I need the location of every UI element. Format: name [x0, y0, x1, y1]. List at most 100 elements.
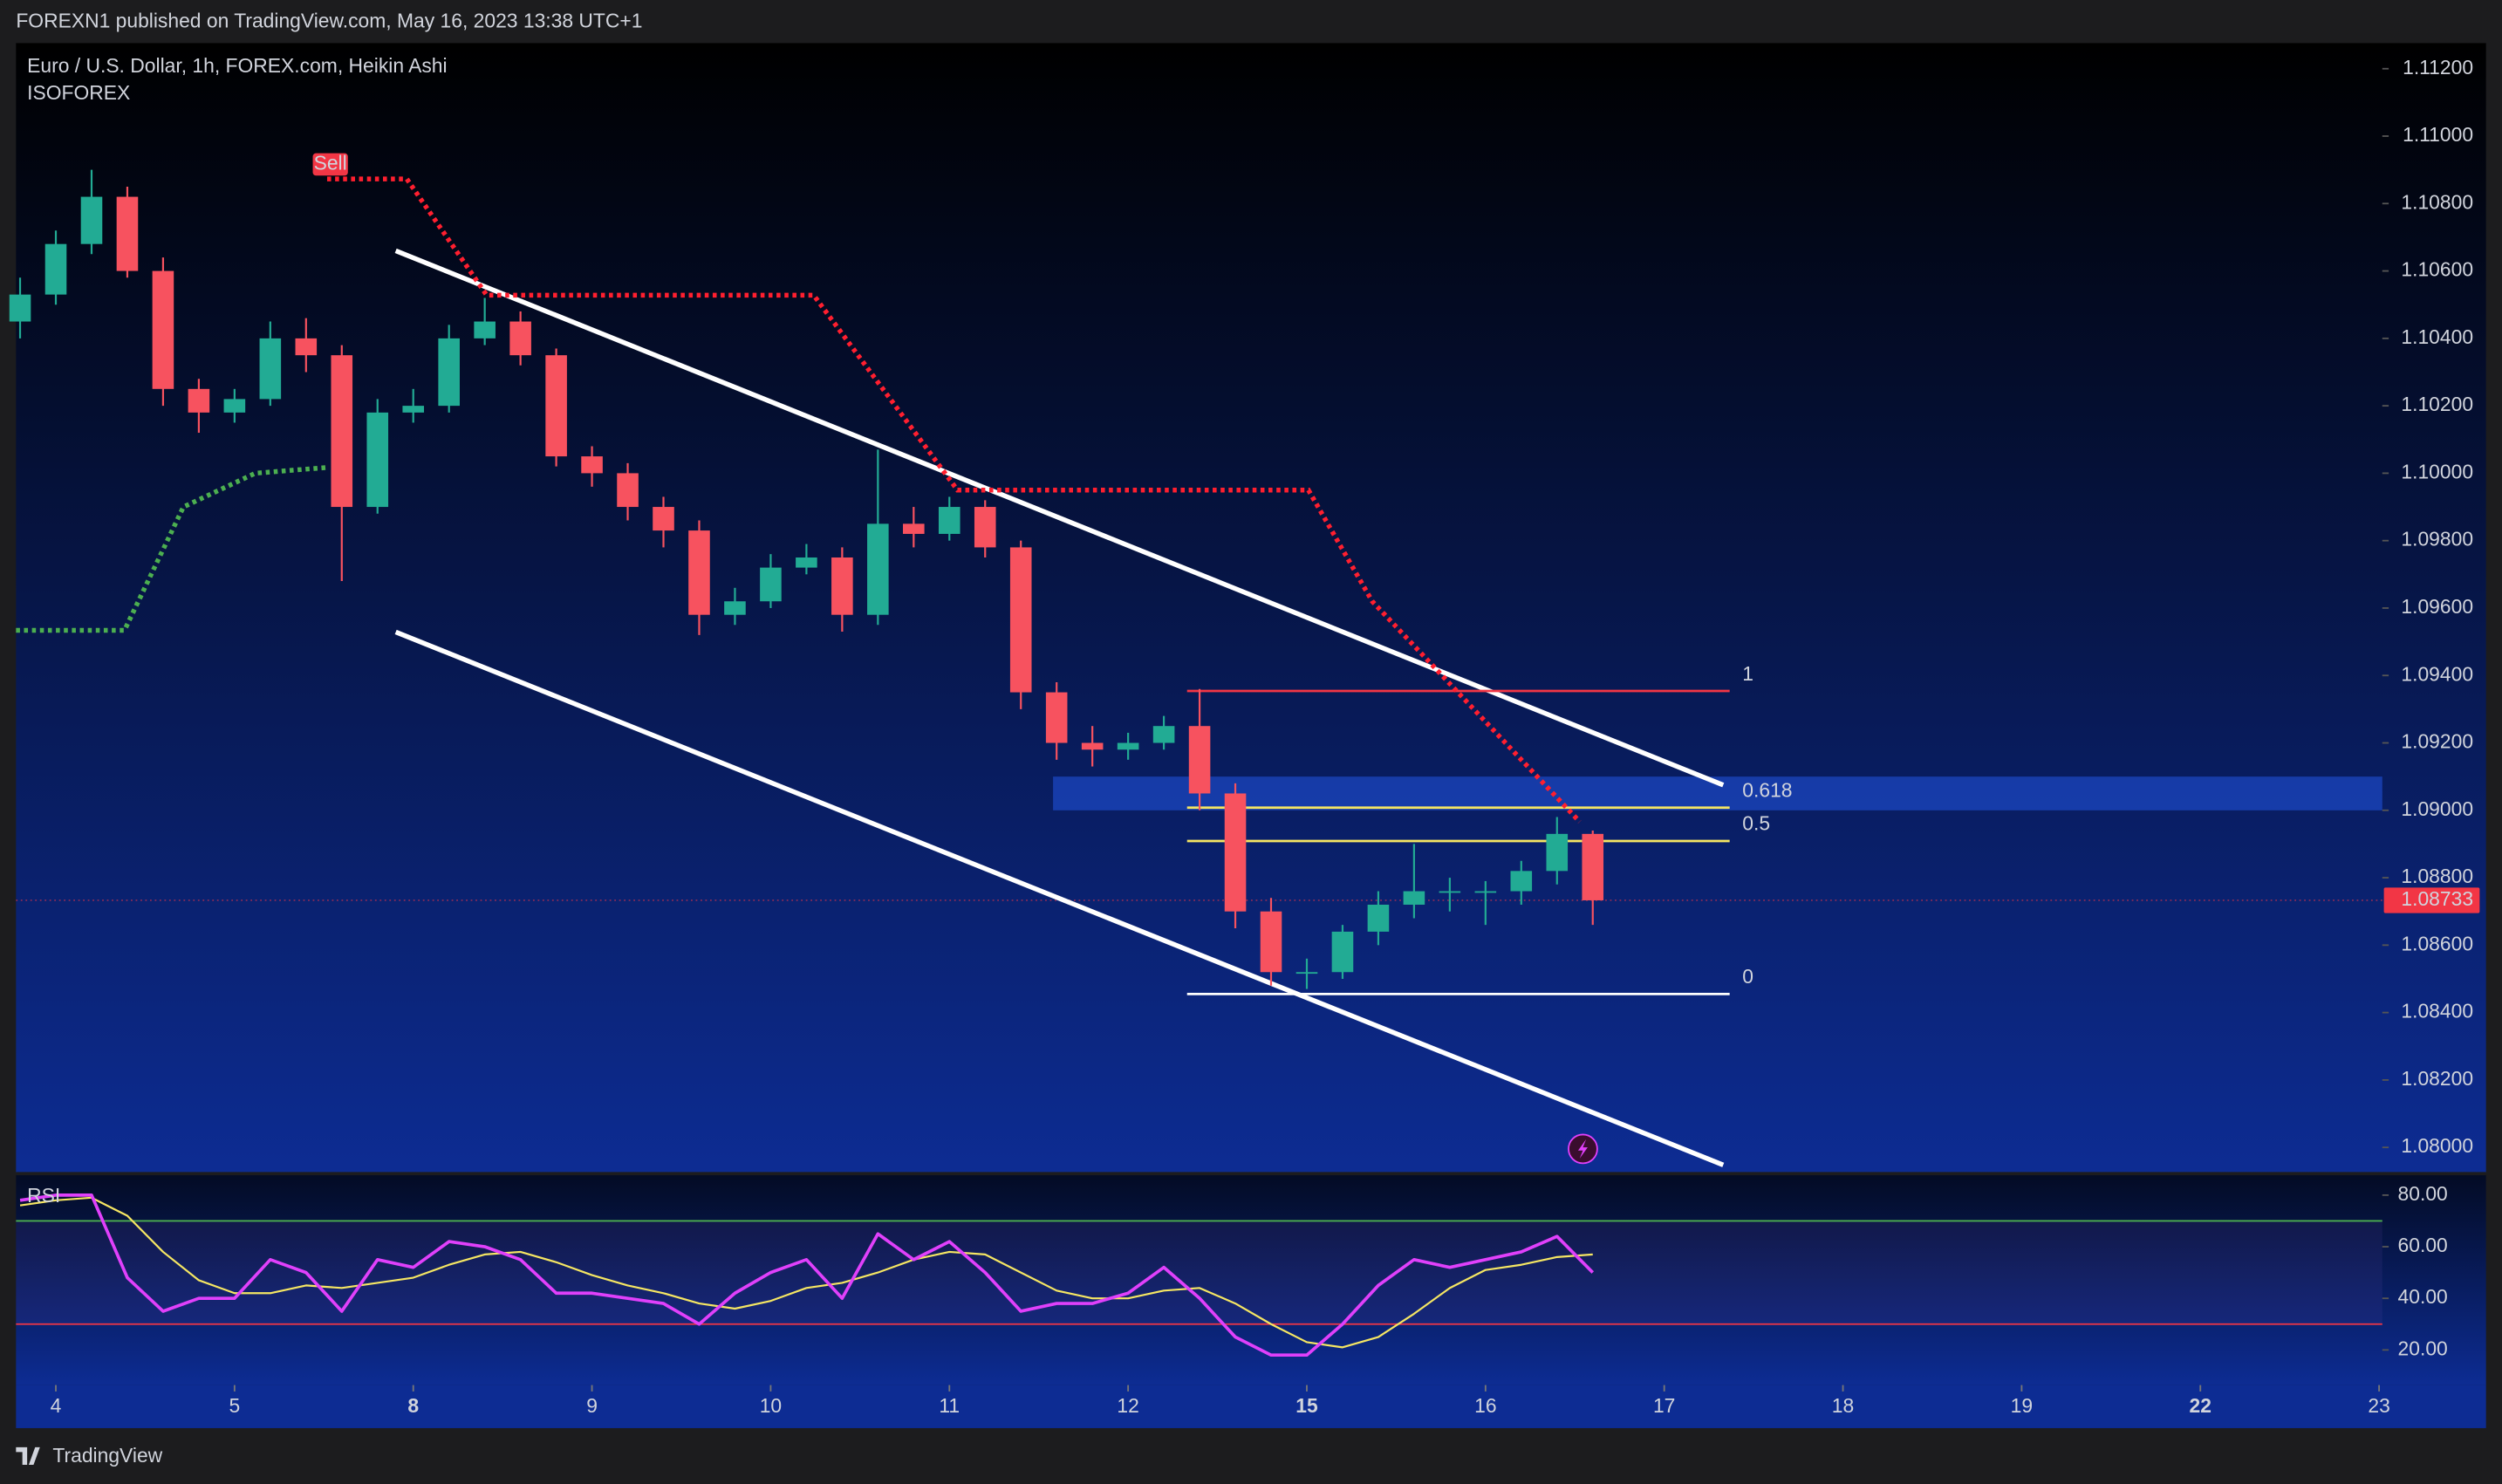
candle-body — [796, 557, 817, 568]
y-tick-label: 1.09000 — [2401, 797, 2473, 820]
trailing-stop-line — [16, 465, 328, 633]
trend-line — [394, 629, 1725, 1167]
rsi-y-tick-label: 80.00 — [2398, 1182, 2448, 1205]
candle-body — [1117, 742, 1139, 750]
y-tick-label: 1.10400 — [2401, 325, 2473, 348]
x-tick-label: 11 — [939, 1394, 960, 1417]
y-tick-label: 1.10600 — [2401, 258, 2473, 281]
x-tick-label: 9 — [586, 1394, 598, 1417]
candle-body — [1260, 911, 1282, 973]
candle-body — [831, 557, 853, 615]
logo-mark — [16, 1446, 40, 1466]
candle-body — [617, 473, 639, 508]
candle-body — [1474, 891, 1497, 893]
candle-body — [188, 388, 210, 413]
main-pane — [16, 43, 2486, 1173]
x-tick-label: 22 — [2190, 1394, 2211, 1417]
rsi-title: RSI — [27, 1184, 60, 1207]
x-tick-label: 19 — [2011, 1394, 2033, 1417]
candle-body — [1081, 742, 1104, 750]
candle-body — [1367, 904, 1390, 932]
y-tick-label: 1.09800 — [2401, 528, 2473, 551]
last-price-label: 1.08733 — [2401, 887, 2473, 910]
rsi-y-tick-label: 60.00 — [2398, 1234, 2448, 1256]
candle-body — [974, 507, 996, 548]
candle-body — [581, 456, 603, 474]
candle-body — [867, 523, 889, 615]
y-tick-label: 1.08400 — [2401, 1000, 2473, 1022]
y-tick-label: 1.08200 — [2401, 1067, 2473, 1090]
x-tick-label: 10 — [760, 1394, 782, 1417]
candle-body — [1546, 833, 1569, 872]
y-tick-label: 1.10200 — [2401, 393, 2473, 415]
candle-body — [80, 196, 103, 244]
signal-badge — [312, 153, 348, 176]
x-tick-label: 8 — [407, 1394, 419, 1417]
candle-body — [903, 523, 925, 534]
candle-body — [223, 399, 246, 413]
y-tick-label: 1.08000 — [2401, 1134, 2473, 1157]
x-tick-label: 4 — [51, 1394, 62, 1417]
candle-body — [1510, 871, 1533, 892]
candle-body — [438, 338, 460, 407]
signal-label: Sell — [314, 152, 347, 174]
candle-body — [366, 412, 389, 508]
candle-body — [1045, 692, 1068, 743]
trend-line — [394, 248, 1725, 788]
fib-label: 0 — [1742, 965, 1753, 988]
y-tick-label: 1.08800 — [2401, 865, 2473, 887]
candle-body — [938, 507, 960, 534]
rsi-y-tick-label: 40.00 — [2398, 1285, 2448, 1308]
y-tick-label: 1.08600 — [2401, 932, 2473, 954]
y-tick-label: 1.10800 — [2401, 190, 2473, 213]
symbol-title: Euro / U.S. Dollar, 1h, FOREX.com, Heiki… — [27, 54, 448, 77]
indicator-name: ISOFOREX — [27, 81, 130, 104]
y-tick-label: 1.11000 — [2403, 123, 2473, 146]
x-tick-label: 5 — [229, 1394, 241, 1417]
x-tick-label: 18 — [1832, 1394, 1854, 1417]
candle-body — [1152, 726, 1175, 743]
candle-body — [1295, 972, 1318, 975]
candle-body — [1188, 726, 1211, 794]
x-tick-label: 12 — [1117, 1394, 1138, 1417]
last-price-box — [2383, 887, 2480, 913]
candle-body — [9, 294, 31, 322]
candle-body — [1403, 891, 1425, 905]
rsi-y-tick-label: 20.00 — [2398, 1337, 2448, 1359]
candle-body — [259, 338, 282, 400]
x-tick-label: 23 — [2368, 1394, 2389, 1417]
footer-brand: TradingView — [52, 1444, 162, 1467]
candle-body — [545, 355, 567, 457]
x-tick-label: 15 — [1295, 1394, 1318, 1417]
rsi-ma-line — [19, 1196, 1593, 1349]
rsi-line — [19, 1193, 1595, 1357]
y-tick-label: 1.09200 — [2401, 730, 2473, 753]
x-tick-label: 17 — [1653, 1394, 1675, 1417]
candle-body — [760, 567, 782, 602]
time-axis — [16, 1385, 2486, 1428]
x-tick-label: 16 — [1474, 1394, 1496, 1417]
candle-body — [653, 507, 674, 531]
candle-body — [474, 321, 496, 339]
fib-label: 0.618 — [1742, 778, 1792, 801]
publish-info: FOREXN1 published on TradingView.com, Ma… — [16, 10, 642, 32]
fib-label: 1 — [1742, 662, 1753, 685]
y-tick-label: 1.10000 — [2401, 460, 2473, 482]
candle-body — [688, 530, 710, 615]
candle-body — [1582, 833, 1604, 900]
y-tick-label: 1.09400 — [2401, 662, 2473, 685]
footer-logo: TradingView — [16, 1444, 163, 1467]
candle-body — [44, 243, 67, 295]
event-icon-bolt — [1577, 1139, 1588, 1159]
fib-label: 0.5 — [1742, 812, 1770, 835]
candle-body — [1009, 547, 1032, 693]
candle-body — [152, 270, 174, 389]
candle-body — [1331, 931, 1354, 973]
candle-body — [402, 406, 425, 413]
candle-body — [1224, 793, 1247, 912]
rsi-pane — [16, 1174, 2486, 1385]
candle-body — [724, 601, 746, 615]
y-tick-label: 1.09600 — [2401, 595, 2473, 618]
